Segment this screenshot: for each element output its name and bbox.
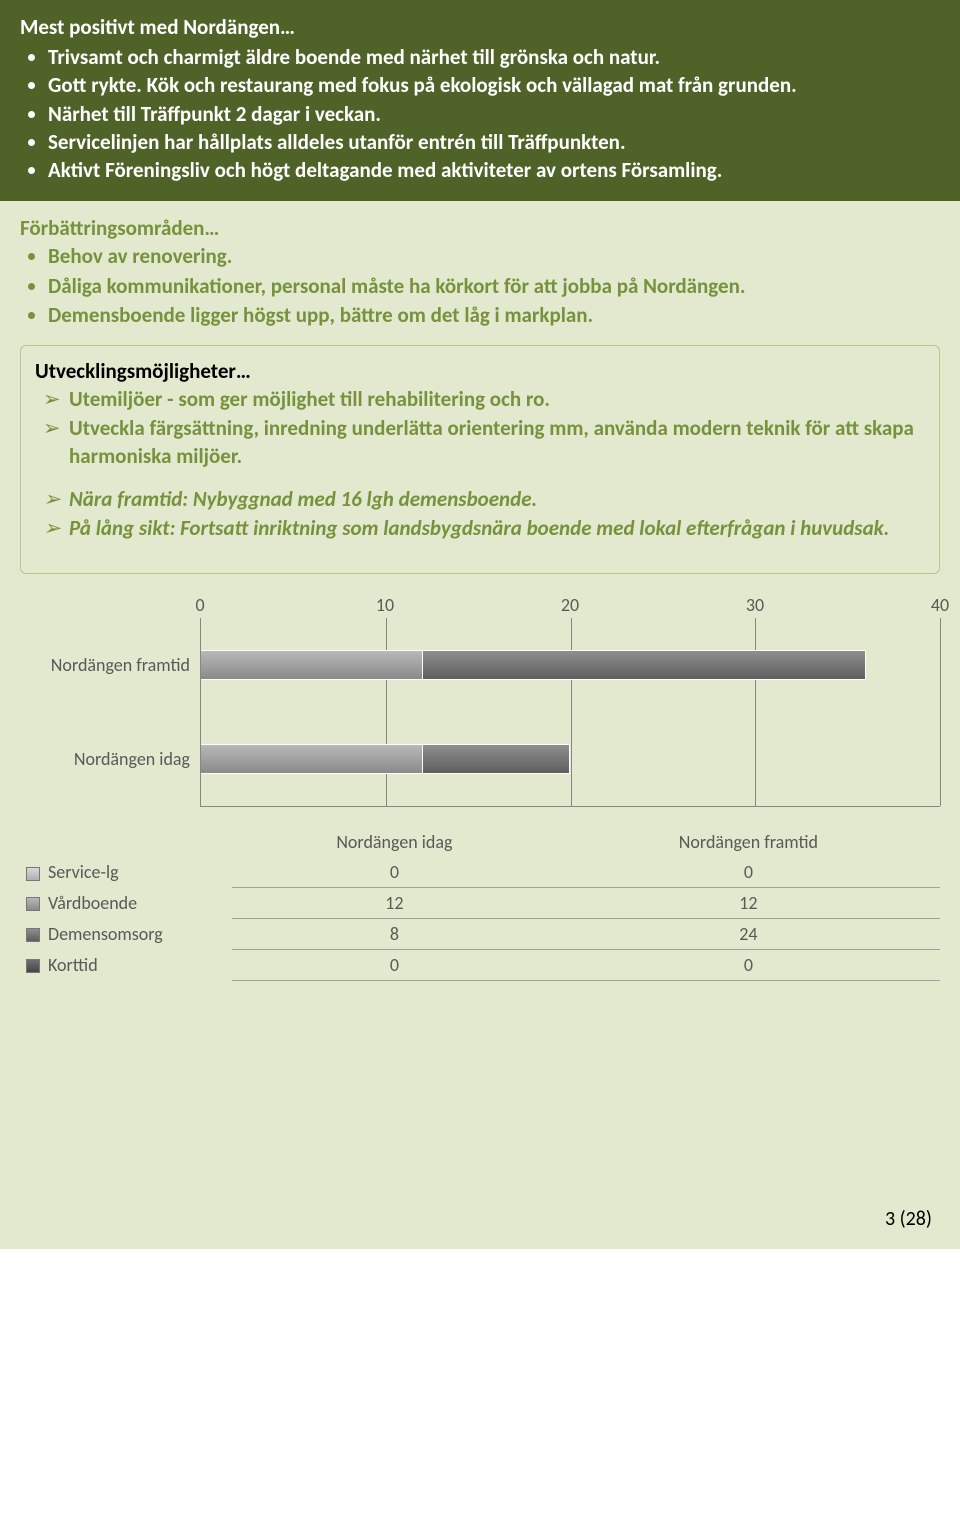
- list-item: Demensboende ligger högst upp, bättre om…: [48, 302, 940, 329]
- list-item: Dåliga kommunikationer, personal måste h…: [48, 273, 940, 300]
- axis-tick: 0: [195, 594, 204, 616]
- axis-tick: 20: [561, 594, 579, 616]
- list-item: Utemiljöer - som ger möjlighet till reha…: [43, 386, 925, 413]
- chart-category: [201, 618, 940, 712]
- axis-tick: 10: [376, 594, 394, 616]
- development-title: Utvecklingsmöjligheter…: [35, 358, 925, 384]
- list-item: Utveckla färgsättning, inredning underlä…: [43, 415, 925, 470]
- table-cell: 12: [232, 887, 557, 918]
- legend-swatch-vard: [26, 897, 40, 911]
- list-item: På lång sikt: Fortsatt inriktning som la…: [43, 515, 925, 542]
- table-cell: 24: [557, 918, 940, 949]
- improvements-title: Förbättringsområden…: [20, 215, 940, 241]
- table-cell: 0: [232, 857, 557, 888]
- axis-tick: 30: [746, 594, 764, 616]
- development-list-1: Utemiljöer - som ger möjlighet till reha…: [35, 386, 925, 470]
- positives-box: Mest positivt med Nordängen… Trivsamt oc…: [0, 0, 960, 201]
- table-cell: 0: [232, 949, 557, 980]
- chart-row-labels: Nordängen framtidNordängen idag: [20, 618, 200, 807]
- chart-segment: [423, 651, 866, 679]
- list-item: Aktivt Föreningsliv och högt deltagande …: [48, 157, 940, 183]
- chart-data-table: Nordängen idag Nordängen framtid Service…: [20, 827, 940, 981]
- table-cell: 8: [232, 918, 557, 949]
- legend-swatch-service: [26, 867, 40, 881]
- table-col-header: Nordängen idag: [232, 827, 557, 857]
- content-panel: Förbättringsområden… Behov av renovering…: [0, 201, 960, 1248]
- chart-category-label: Nordängen idag: [20, 712, 200, 806]
- list-item: Behov av renovering.: [48, 243, 940, 270]
- development-list-2: Nära framtid: Nybyggnad med 16 lgh demen…: [35, 486, 925, 543]
- list-item: Servicelinjen har hållplats alldeles uta…: [48, 129, 940, 155]
- chart-plot: [200, 618, 940, 807]
- chart-axis: 010203040: [20, 594, 940, 618]
- list-item: Närhet till Träffpunkt 2 dagar i veckan.: [48, 101, 940, 127]
- chart-segment: [201, 651, 423, 679]
- chart-category: [201, 712, 940, 806]
- table-row-header: Korttid: [20, 949, 232, 980]
- list-item: Gott rykte. Kök och restaurang med fokus…: [48, 72, 940, 98]
- table-cell: 0: [557, 949, 940, 980]
- chart-bar: [201, 650, 866, 680]
- gridline: [940, 618, 941, 806]
- axis-tick: 40: [931, 594, 949, 616]
- table-row-header: Service-lg: [20, 857, 232, 888]
- improvements-list: Behov av renovering. Dåliga kommunikatio…: [20, 243, 940, 329]
- table-cell: 12: [557, 887, 940, 918]
- table-row-header: Vårdboende: [20, 887, 232, 918]
- table-row-header: Demensomsorg: [20, 918, 232, 949]
- page-number: 3 (28): [885, 1207, 932, 1231]
- chart-bar: [201, 744, 571, 774]
- chart-segment: [201, 745, 423, 773]
- development-box: Utvecklingsmöjligheter… Utemiljöer - som…: [20, 345, 940, 573]
- list-item: Nära framtid: Nybyggnad med 16 lgh demen…: [43, 486, 925, 513]
- positives-list: Trivsamt och charmigt äldre boende med n…: [20, 44, 940, 183]
- legend-swatch-korttid: [26, 959, 40, 973]
- chart-segment: [423, 745, 571, 773]
- positives-title: Mest positivt med Nordängen…: [20, 14, 940, 40]
- chart: 010203040 Nordängen framtidNordängen ida…: [20, 594, 940, 981]
- table-col-header: Nordängen framtid: [557, 827, 940, 857]
- list-item: Trivsamt och charmigt äldre boende med n…: [48, 44, 940, 70]
- chart-category-label: Nordängen framtid: [20, 618, 200, 712]
- table-cell: 0: [557, 857, 940, 888]
- legend-swatch-demens: [26, 928, 40, 942]
